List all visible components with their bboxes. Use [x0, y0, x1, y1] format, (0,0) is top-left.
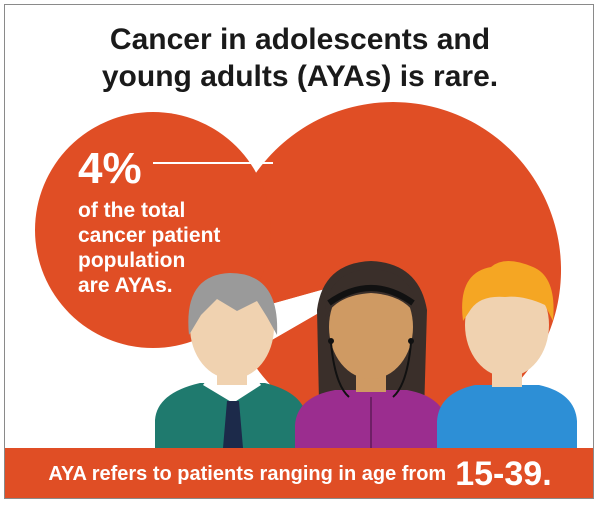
earbud-left-icon	[328, 338, 334, 344]
earbud-right-icon	[408, 338, 414, 344]
infographic-art	[35, 102, 577, 448]
young-man-head	[465, 273, 549, 377]
infographic-frame: Cancer in adolescents and young adults (…	[4, 4, 594, 499]
headband-icon	[327, 285, 415, 306]
older-man-figure	[155, 273, 307, 448]
callout-percent: 4%	[78, 144, 142, 193]
callout-line-1: of the total	[78, 199, 186, 222]
headline-line-1: Cancer in adolescents and	[109, 23, 491, 56]
older-man-hair	[188, 273, 278, 335]
callout-line-4: are AYAs.	[78, 274, 173, 297]
headline: Cancer in adolescents and young adults (…	[5, 21, 593, 95]
headline-line-2: young adults (AYAs) is rare.	[101, 60, 499, 93]
footer-age-range: 15-39	[455, 454, 543, 493]
footer-period: .	[542, 454, 552, 493]
footer-text: AYA refers to patients ranging in age fr…	[48, 462, 447, 485]
young-man-hair	[462, 261, 554, 321]
callout-line-2: cancer patient	[78, 224, 221, 247]
young-woman-figure	[295, 261, 447, 448]
footer-banner: AYA refers to patients ranging in age fr…	[5, 448, 593, 498]
young-man-figure	[437, 261, 577, 448]
young-woman-head	[329, 275, 413, 379]
callout-text: of the total cancer patient population a…	[78, 198, 220, 298]
tie-icon	[223, 401, 243, 448]
young-man-body	[437, 385, 577, 448]
earphone-cord-icon	[330, 342, 412, 398]
young-woman-hair-top	[325, 269, 417, 317]
callout-line-3: population	[78, 249, 186, 272]
